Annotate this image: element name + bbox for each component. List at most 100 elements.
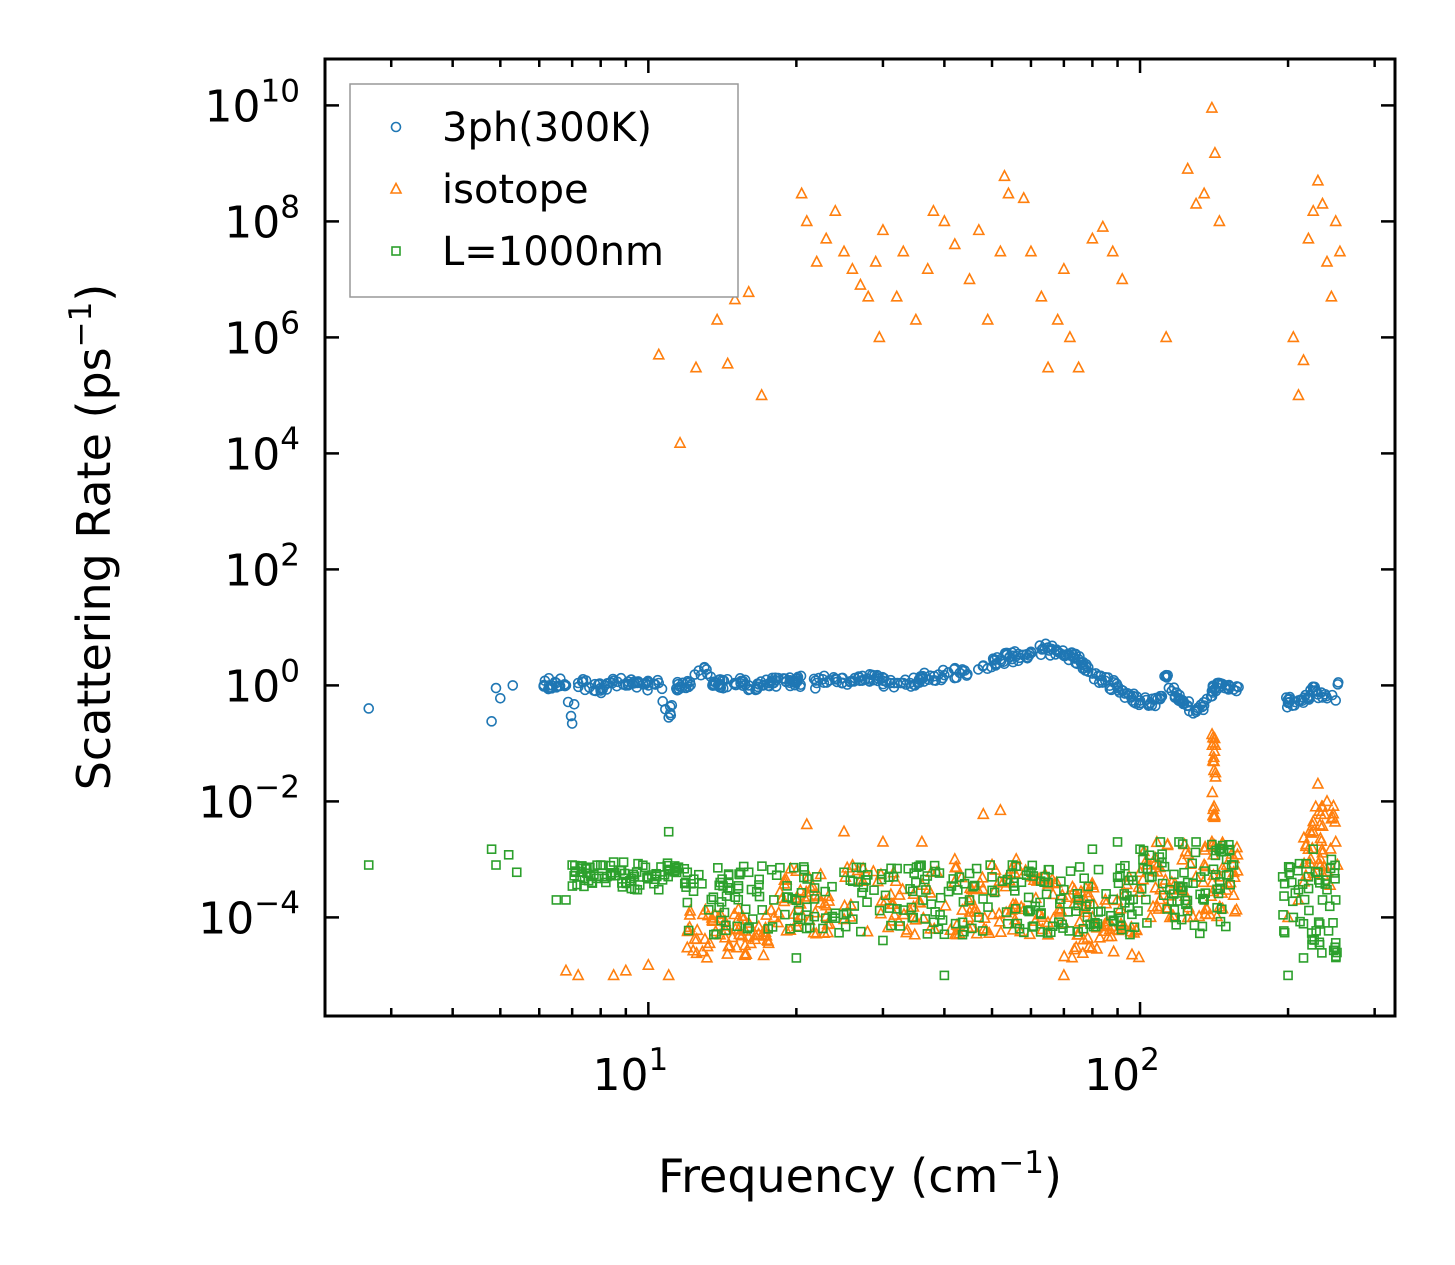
square-point bbox=[1035, 897, 1045, 908]
square-data-point bbox=[1303, 872, 1314, 882]
circle-data-point bbox=[707, 680, 718, 691]
square-point bbox=[840, 921, 851, 932]
square-point bbox=[861, 875, 871, 885]
circle-point bbox=[627, 678, 638, 689]
plot-frame bbox=[323, 57, 1397, 1018]
square-point bbox=[1187, 858, 1197, 869]
square-data-point bbox=[1007, 860, 1018, 870]
circle-point bbox=[642, 685, 653, 696]
circle-data-point bbox=[1010, 650, 1022, 662]
triangle-data-point bbox=[1115, 272, 1129, 285]
triangle-point bbox=[994, 925, 1008, 938]
triangle-point bbox=[780, 923, 793, 936]
square-data-point bbox=[1293, 884, 1304, 895]
square-data-point bbox=[939, 970, 950, 981]
triangle-point bbox=[893, 887, 906, 900]
triangle-point bbox=[757, 948, 770, 961]
square-point bbox=[1157, 878, 1168, 889]
square-point bbox=[967, 923, 977, 934]
square-data-point bbox=[839, 867, 849, 878]
circle-data-point bbox=[620, 680, 632, 691]
triangle-data-point bbox=[1086, 231, 1099, 244]
x-tick-label: 101 bbox=[592, 1042, 668, 1101]
circle-point bbox=[836, 672, 847, 684]
circle-point bbox=[1163, 682, 1175, 694]
y-tick-label: 104 bbox=[224, 421, 300, 480]
square-point bbox=[908, 912, 919, 923]
circle-data-point bbox=[729, 677, 741, 689]
square-point bbox=[978, 894, 988, 904]
circle-data-point bbox=[1182, 700, 1193, 711]
square-point bbox=[1159, 861, 1170, 872]
square-data-point bbox=[1087, 844, 1098, 854]
triangle-data-point bbox=[994, 803, 1007, 816]
circle-data-point bbox=[1228, 684, 1239, 695]
triangle-data-point bbox=[1096, 219, 1110, 232]
square-point bbox=[1169, 869, 1179, 880]
circle-point bbox=[1282, 694, 1294, 705]
triangle-data-point bbox=[846, 261, 859, 274]
x-tick-label: 102 bbox=[1084, 1042, 1160, 1101]
square-point bbox=[1083, 881, 1094, 892]
square-point bbox=[827, 881, 837, 892]
circle-data-point bbox=[1214, 677, 1225, 689]
triangle-point bbox=[728, 907, 741, 920]
square-point bbox=[1172, 896, 1182, 906]
legend-triangle-marker bbox=[389, 181, 403, 194]
triangle-data-point bbox=[1287, 330, 1300, 343]
square-point bbox=[799, 862, 809, 872]
square-point bbox=[1142, 918, 1152, 928]
triangle-data-point bbox=[1002, 186, 1015, 199]
circle-point bbox=[551, 682, 562, 693]
triangle-data-point bbox=[1329, 214, 1343, 227]
square-point bbox=[609, 867, 620, 878]
square-point bbox=[723, 869, 734, 879]
triangle-point bbox=[1313, 817, 1327, 830]
square-point bbox=[809, 894, 820, 904]
square-point bbox=[1101, 889, 1111, 899]
circle-data-point bbox=[1112, 682, 1123, 694]
square-point bbox=[1283, 861, 1294, 872]
circle-data-point bbox=[768, 677, 780, 689]
square-point bbox=[1324, 901, 1335, 912]
circle-data-point bbox=[811, 677, 823, 689]
triangle-data-point bbox=[948, 237, 962, 250]
square-data-point bbox=[1313, 867, 1323, 878]
square-point bbox=[1002, 918, 1013, 929]
triangle-data-point bbox=[1041, 360, 1055, 373]
triangle-point bbox=[1207, 750, 1221, 763]
circle-point bbox=[949, 672, 960, 684]
triangle-data-point bbox=[662, 968, 676, 981]
square-point bbox=[1023, 892, 1034, 903]
circle-point bbox=[1102, 672, 1114, 683]
square-point bbox=[757, 905, 768, 915]
triangle-point bbox=[1057, 949, 1071, 962]
triangle-point bbox=[721, 946, 734, 959]
square-point bbox=[1014, 923, 1025, 934]
triangle-point bbox=[1314, 858, 1327, 871]
square-point bbox=[1189, 920, 1200, 931]
triangle-point bbox=[1318, 807, 1331, 820]
square-point bbox=[977, 926, 988, 936]
square-point bbox=[793, 912, 803, 923]
square-point bbox=[862, 870, 873, 880]
square-point bbox=[1199, 866, 1210, 876]
circle-data-point bbox=[1282, 697, 1294, 709]
square-point bbox=[1001, 907, 1012, 917]
square-point bbox=[1072, 888, 1083, 899]
triangle-point bbox=[1303, 823, 1317, 836]
triangle-point bbox=[1309, 799, 1323, 812]
square-point bbox=[570, 866, 581, 876]
triangle-data-point bbox=[642, 957, 655, 970]
square-point bbox=[567, 881, 578, 891]
square-point bbox=[933, 924, 944, 935]
triangle-point bbox=[1078, 905, 1092, 918]
triangle-data-point bbox=[652, 347, 666, 360]
triangle-data-point bbox=[861, 289, 875, 302]
square-point bbox=[1073, 927, 1083, 937]
square-point bbox=[848, 914, 858, 924]
triangle-point bbox=[924, 921, 937, 934]
triangle-point bbox=[1205, 727, 1219, 740]
square-point bbox=[1179, 867, 1189, 878]
y-tick-label: 10−2 bbox=[198, 769, 300, 828]
